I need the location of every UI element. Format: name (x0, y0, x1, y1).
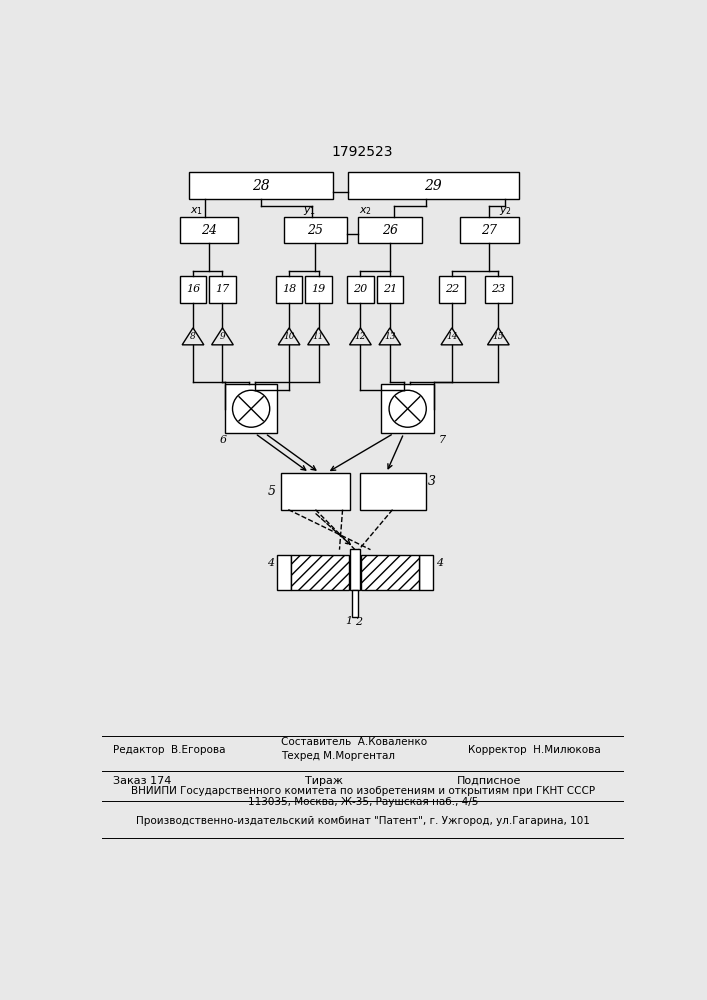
Text: 28: 28 (252, 179, 269, 193)
Text: Производственно-издательский комбинат "Патент", г. Ужгород, ул.Гагарина, 101: Производственно-издательский комбинат "П… (136, 816, 590, 826)
Text: 5: 5 (267, 485, 275, 498)
Text: 24: 24 (201, 224, 217, 237)
Text: 22: 22 (445, 284, 459, 294)
Bar (209, 276, 235, 303)
Text: Техред М.Моргентал: Техред М.Моргентал (281, 751, 395, 761)
Text: 10: 10 (284, 332, 295, 341)
Text: 8: 8 (190, 332, 196, 341)
Text: 113035, Москва, Ж-35, Раушская наб., 4/5: 113035, Москва, Ж-35, Раушская наб., 4/5 (247, 797, 478, 807)
Text: Редактор  В.Егорова: Редактор В.Егорова (113, 745, 226, 755)
Text: ВНИИПИ Государственного комитета по изобретениям и открытиям при ГКНТ СССР: ВНИИПИ Государственного комитета по изоб… (131, 786, 595, 796)
Text: 21: 21 (382, 284, 397, 294)
Bar (276, 555, 291, 590)
Bar (305, 276, 332, 303)
Text: 20: 20 (354, 284, 368, 294)
Text: $y_1$: $y_1$ (303, 205, 316, 217)
Bar (361, 555, 419, 590)
Text: $x_2$: $x_2$ (359, 205, 373, 217)
Text: 3: 3 (428, 475, 436, 488)
Text: 2: 2 (356, 617, 363, 627)
Text: 15: 15 (493, 332, 504, 341)
Text: $y_2$: $y_2$ (499, 205, 512, 217)
Bar (352, 590, 358, 617)
Text: 18: 18 (282, 284, 296, 294)
Text: 14: 14 (446, 332, 457, 341)
Text: 1: 1 (345, 615, 352, 626)
Bar (358, 217, 421, 243)
Bar (284, 217, 347, 243)
Bar (419, 555, 433, 590)
Text: Подписное: Подписное (457, 776, 522, 786)
Bar (347, 276, 373, 303)
Text: 13: 13 (384, 332, 396, 341)
Bar (189, 172, 332, 199)
Text: 1792523: 1792523 (331, 145, 392, 159)
Text: Заказ 174: Заказ 174 (113, 776, 172, 786)
Bar (377, 276, 403, 303)
Text: 11: 11 (312, 332, 325, 341)
Text: 4: 4 (267, 558, 274, 568)
Text: Составитель  А.Коваленко: Составитель А.Коваленко (281, 737, 427, 747)
Text: 29: 29 (424, 179, 442, 193)
Bar (460, 217, 518, 243)
Text: $x_1$: $x_1$ (190, 205, 204, 217)
Text: 17: 17 (216, 284, 230, 294)
Text: 23: 23 (491, 284, 506, 294)
Text: 27: 27 (481, 224, 498, 237)
Bar (225, 384, 277, 433)
Bar (360, 473, 426, 510)
Text: 16: 16 (186, 284, 200, 294)
Bar (438, 276, 465, 303)
Text: 4: 4 (436, 558, 443, 568)
Bar (281, 473, 351, 510)
Bar (291, 555, 349, 590)
Text: Тираж: Тираж (305, 776, 344, 786)
Text: Корректор  Н.Милюкова: Корректор Н.Милюкова (468, 745, 601, 755)
Bar (351, 549, 360, 590)
Bar (276, 276, 303, 303)
Bar (180, 276, 206, 303)
Text: 19: 19 (311, 284, 326, 294)
Bar (348, 172, 518, 199)
Bar (180, 217, 238, 243)
Text: 9: 9 (220, 332, 226, 341)
Text: 12: 12 (355, 332, 366, 341)
Text: 25: 25 (308, 224, 323, 237)
Text: 7: 7 (438, 435, 445, 445)
Text: 26: 26 (382, 224, 398, 237)
Text: 6: 6 (220, 435, 227, 445)
Bar (485, 276, 512, 303)
Bar (381, 384, 434, 433)
